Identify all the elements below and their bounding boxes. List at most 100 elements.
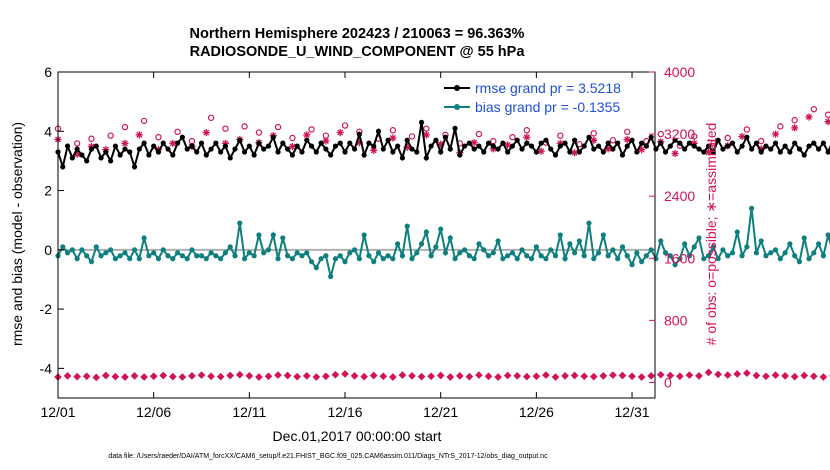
bias-point bbox=[390, 256, 396, 262]
obs-possible-point bbox=[107, 132, 114, 139]
bias-point bbox=[739, 253, 745, 259]
rmse-point bbox=[409, 146, 415, 152]
obs-assimilated-point bbox=[504, 141, 512, 149]
bias-point bbox=[79, 247, 85, 253]
obs-count-point bbox=[188, 372, 196, 380]
bias-point bbox=[466, 253, 472, 259]
rmse-point bbox=[552, 152, 559, 158]
obs-count-point bbox=[283, 371, 292, 380]
asterisk-stroke bbox=[523, 134, 530, 141]
rmse-point bbox=[557, 143, 563, 149]
asterisk-stroke bbox=[471, 139, 478, 146]
obs-count-point bbox=[475, 371, 483, 379]
rmse-point bbox=[591, 146, 597, 152]
bias-point bbox=[246, 250, 252, 256]
bias-point bbox=[447, 235, 453, 241]
asterisk-stroke bbox=[605, 145, 612, 152]
rmse-point bbox=[825, 149, 830, 155]
bias-point bbox=[423, 229, 429, 235]
bias-point bbox=[471, 256, 477, 262]
obs-count-point bbox=[63, 372, 72, 380]
bias-point bbox=[141, 235, 147, 241]
bias-point bbox=[366, 253, 372, 259]
bias-point bbox=[433, 244, 439, 250]
rmse-point bbox=[462, 143, 468, 149]
rmse-point bbox=[720, 146, 726, 152]
obs-count-point bbox=[312, 373, 321, 381]
rmse-point bbox=[375, 128, 382, 134]
bias-point bbox=[93, 244, 99, 250]
bias-point bbox=[629, 262, 635, 268]
y-right-tick-label: 0 bbox=[664, 374, 672, 390]
bias-point bbox=[356, 256, 362, 262]
rmse-point bbox=[280, 140, 286, 146]
bias-point bbox=[342, 259, 348, 265]
bias-point bbox=[323, 253, 329, 259]
rmse-point bbox=[715, 137, 721, 143]
rmse-point bbox=[218, 149, 224, 155]
obs-count-point bbox=[494, 373, 502, 381]
rmse-point bbox=[495, 146, 501, 152]
rmse-point bbox=[404, 137, 410, 143]
rmse-point bbox=[275, 149, 281, 155]
rmse-point bbox=[227, 155, 233, 161]
bias-point bbox=[428, 253, 434, 259]
asterisk-stroke bbox=[705, 148, 712, 155]
rmse-point bbox=[485, 140, 492, 146]
bias-point bbox=[495, 238, 501, 244]
rmse-point bbox=[108, 158, 114, 164]
obs-count-point bbox=[704, 368, 713, 377]
rmse-point bbox=[299, 149, 305, 155]
rmse-point bbox=[471, 146, 477, 152]
rmse-point bbox=[672, 137, 678, 143]
obs-count-point bbox=[599, 372, 608, 380]
obs-count-point bbox=[809, 372, 818, 381]
bias-point bbox=[701, 256, 707, 262]
obs-possible-point bbox=[557, 132, 564, 139]
obs-count-point bbox=[695, 372, 703, 380]
rmse-point bbox=[729, 140, 736, 146]
obs-count-point bbox=[360, 372, 368, 381]
asterisk-stroke bbox=[322, 138, 329, 145]
rmse-point bbox=[710, 149, 716, 155]
bias-point bbox=[275, 256, 281, 262]
rmse-point bbox=[285, 146, 291, 152]
obs-count-series bbox=[54, 368, 830, 382]
obs-assimilated-point bbox=[623, 135, 631, 144]
obs-count-point bbox=[484, 372, 493, 381]
rmse-point bbox=[60, 164, 66, 170]
rmse-point bbox=[643, 143, 649, 149]
x-tick-label: 12/06 bbox=[136, 404, 171, 420]
obs-assimilated-point bbox=[470, 139, 478, 147]
obs-possible-point bbox=[255, 129, 263, 136]
obs-count-point bbox=[456, 372, 464, 380]
rmse-point bbox=[629, 137, 635, 143]
rmse-point bbox=[289, 152, 295, 158]
bias-point bbox=[203, 256, 209, 262]
bias-point bbox=[806, 256, 812, 262]
bias-point bbox=[375, 250, 382, 256]
bias-point bbox=[414, 250, 420, 256]
bias-point bbox=[643, 253, 649, 259]
obs-count-point bbox=[503, 371, 512, 380]
rmse-point bbox=[69, 155, 75, 161]
rmse-point bbox=[117, 152, 123, 158]
obs-possible-point bbox=[222, 125, 229, 132]
asterisk-stroke bbox=[337, 129, 344, 136]
rmse-point bbox=[576, 149, 583, 155]
x-tick-label: 12/11 bbox=[232, 404, 266, 420]
bias-point bbox=[136, 256, 142, 262]
bias-point bbox=[519, 247, 525, 253]
obs-count-point bbox=[513, 372, 522, 380]
bias-point bbox=[371, 259, 377, 265]
y-right-tick-label: 4000 bbox=[664, 64, 695, 80]
obs-possible-point bbox=[174, 128, 181, 135]
rmse-point bbox=[763, 143, 769, 149]
obs-possible-point bbox=[590, 130, 597, 137]
rmse-point bbox=[772, 140, 779, 146]
rmse-point bbox=[691, 143, 697, 149]
rmse-point bbox=[777, 149, 783, 155]
bias-point bbox=[777, 256, 783, 262]
obs-possible-point bbox=[274, 123, 282, 131]
bias-point bbox=[825, 232, 830, 238]
